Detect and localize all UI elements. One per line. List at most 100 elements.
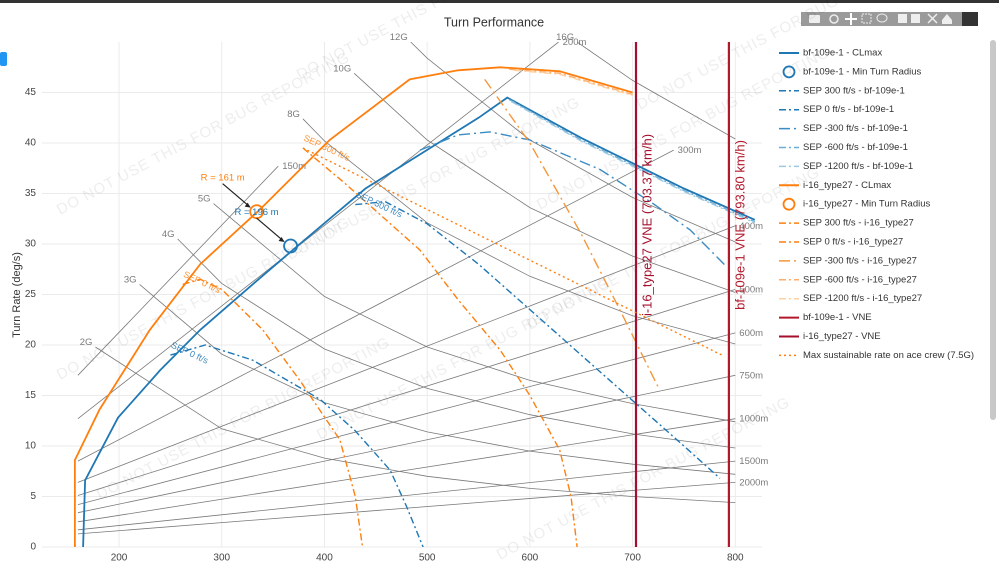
toolbar (801, 12, 978, 26)
vne-label: i-16_type27 VNE (703.37 km/h) (639, 134, 654, 316)
legend-label[interactable]: i-16_type27 - Min Turn Radius (803, 199, 931, 210)
legend-label[interactable]: SEP -600 ft/s - i-16_type27 (803, 274, 917, 285)
legend-label[interactable]: SEP 0 ft/s - i-16_type27 (803, 237, 903, 248)
series-line (508, 98, 756, 223)
plot-area (74, 42, 756, 547)
radius-line (77, 374, 736, 514)
series-line (509, 68, 633, 96)
load-factor-line (576, 42, 736, 140)
x-tick-label: 800 (727, 553, 744, 564)
load-factor-line (95, 346, 736, 503)
series-line (511, 100, 756, 224)
y-tick-label: 25 (25, 289, 37, 300)
legend-label[interactable]: i-16_type27 - CLmax (803, 180, 891, 191)
reference-lines (77, 42, 736, 535)
radius-label: 400m (739, 221, 763, 232)
y-tick-label: 20 (25, 340, 37, 351)
watermark: DO NOT USE THIS FOR BUG REPORTING (284, 94, 583, 264)
axes: 0 5 10 15 20 25 30 35 40 45 200 300 400 500 600 700 800 (25, 87, 744, 564)
x-tick-label: 700 (624, 553, 641, 564)
vne-label: bf-109e-1 VNE (793.80 km/h) (732, 140, 747, 310)
zoom-button[interactable] (829, 14, 839, 24)
legend-label[interactable]: SEP 300 ft/s - i-16_type27 (803, 218, 914, 229)
autoscale-button[interactable] (927, 13, 938, 24)
radius-line (77, 225, 736, 483)
y-tick-label: 40 (25, 138, 37, 149)
side-tab[interactable] (0, 52, 7, 66)
series-line (514, 69, 633, 97)
x-tick-label: 400 (316, 553, 333, 564)
legend-label[interactable]: SEP -600 ft/s - bf-109e-1 (803, 142, 908, 153)
legend-label[interactable]: Max sustainable rate on ace crew (7.5G) (803, 350, 974, 361)
annotation: R = 196 m (235, 207, 279, 218)
series-line (302, 147, 578, 547)
load-factor-label: 3G (124, 274, 137, 285)
top-border (0, 0, 999, 3)
series-line (182, 278, 364, 547)
min-radius-marker (283, 238, 298, 254)
y-tick-label: 5 (30, 491, 36, 502)
annotation-arrowhead (244, 202, 251, 208)
x-tick-label: 600 (522, 553, 539, 564)
legend-swatch (782, 197, 796, 211)
annotation-arrowhead (278, 237, 285, 243)
pan-button[interactable] (845, 13, 857, 25)
load-factor-label: 2G (80, 337, 93, 348)
lasso-button[interactable] (876, 13, 888, 23)
y-tick-label: 30 (25, 239, 37, 250)
radius-label: 2000m (739, 477, 768, 488)
series-line (484, 78, 660, 390)
radius-line (77, 149, 674, 462)
radius-label: 200m (563, 37, 587, 48)
zoom-in-button[interactable] (898, 14, 907, 23)
legend-label[interactable]: SEP -300 ft/s - bf-109e-1 (803, 123, 908, 134)
grid (42, 42, 762, 548)
legend-swatch (782, 65, 796, 79)
radius-label: 600m (739, 328, 763, 339)
legend-label[interactable]: bf-109e-1 - Min Turn Radius (803, 66, 922, 77)
radius-line (77, 42, 559, 420)
scrollbar[interactable] (990, 40, 996, 420)
series-line (82, 96, 756, 547)
x-tick-label: 200 (111, 553, 128, 564)
radius-label: 150m (282, 161, 306, 172)
legend-label[interactable]: SEP -1200 ft/s - bf-109e-1 (803, 161, 913, 172)
load-factor-label: 16G (556, 32, 574, 43)
load-factor-label: 4G (162, 229, 175, 240)
reset-button[interactable] (942, 14, 952, 24)
radius-line (77, 460, 736, 531)
legend-label[interactable]: bf-109e-1 - CLmax (803, 48, 882, 59)
legend-label[interactable]: SEP 300 ft/s - bf-109e-1 (803, 85, 905, 96)
radius-label: 1500m (739, 456, 768, 467)
radius-label: 300m (678, 145, 702, 156)
zoom-out-button[interactable] (911, 14, 920, 23)
reference-labels: 2G 3G 4G 5G 8G 10G 12G 16G 150m 200m 300m 400m 500m 6… (80, 32, 769, 488)
legend-label[interactable]: i-16_type27 - VNE (803, 331, 881, 342)
radius-line (77, 418, 736, 523)
load-factor-line (353, 73, 736, 293)
series-line (419, 131, 728, 268)
y-axis-title: Turn Rate (deg/s) (11, 252, 23, 338)
toolbar-bg (801, 12, 978, 26)
y-tick-label: 0 (30, 542, 36, 553)
load-factor-line (213, 203, 736, 423)
radius-label: 500m (739, 284, 763, 295)
legend: bf-109e-1 - CLmax bf-109e-1 - Min Turn Ra… (779, 48, 974, 361)
legend-label[interactable]: SEP -1200 ft/s - i-16_type27 (803, 293, 922, 304)
box-select-button[interactable] (861, 13, 872, 24)
legend-label[interactable]: SEP 0 ft/s - bf-109e-1 (803, 104, 894, 115)
radius-line (77, 165, 279, 376)
legend-label[interactable]: bf-109e-1 - VNE (803, 312, 872, 323)
logo-button[interactable] (962, 12, 978, 26)
camera-button[interactable] (809, 15, 820, 23)
load-factor-line (139, 284, 736, 475)
radius-line (77, 332, 736, 505)
load-factor-label: 12G (390, 32, 408, 43)
legend-label[interactable]: SEP -300 ft/s - i-16_type27 (803, 255, 917, 266)
x-tick-label: 500 (419, 553, 436, 564)
load-factor-line (177, 238, 736, 449)
annotation-arrow (256, 217, 284, 242)
series-line (355, 200, 721, 479)
load-factor-label: 10G (333, 63, 351, 74)
